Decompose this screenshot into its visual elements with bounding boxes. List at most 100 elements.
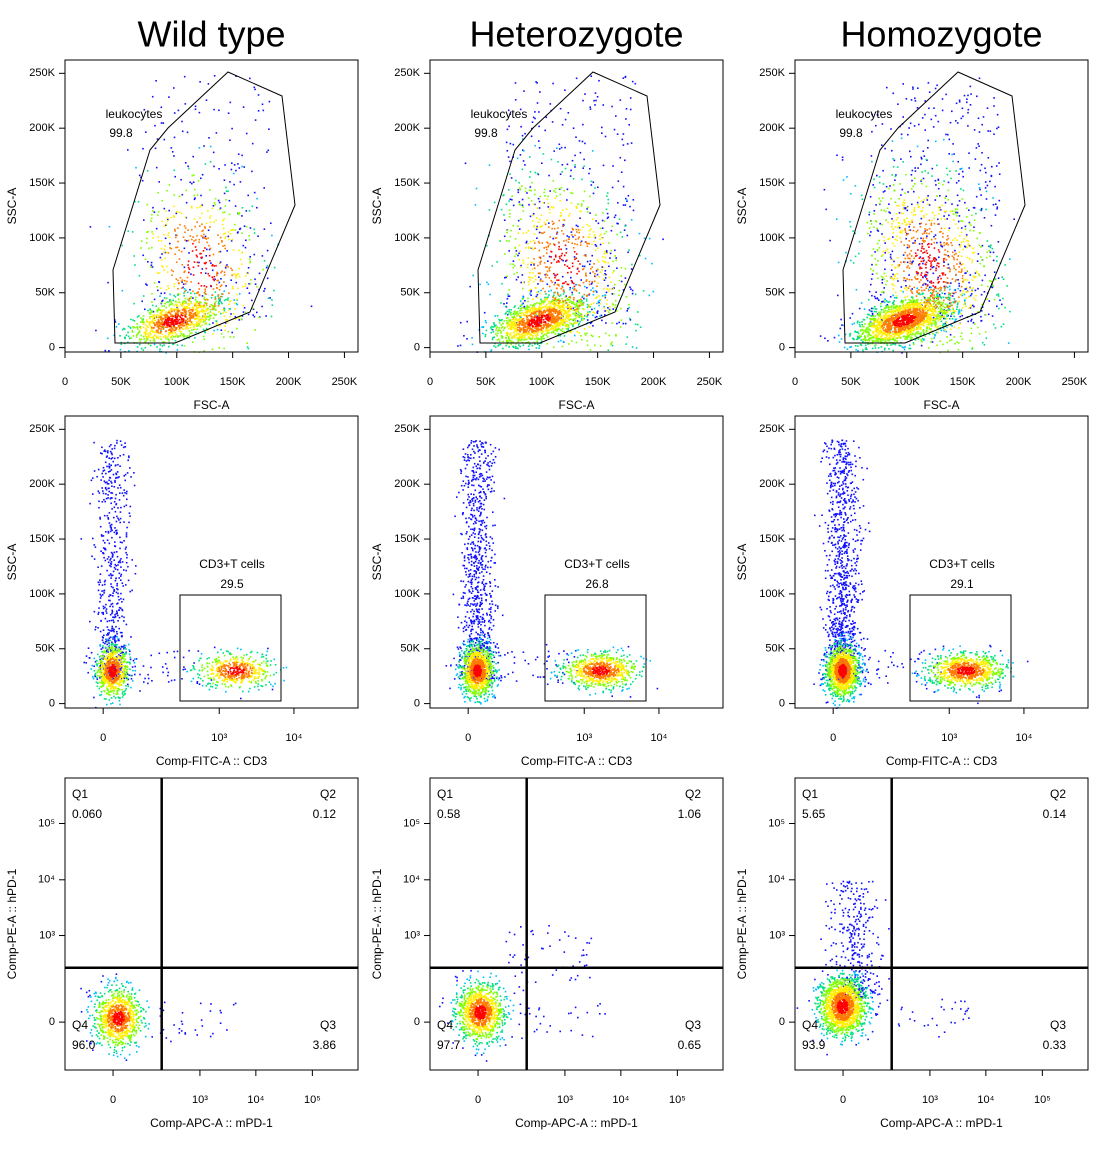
event-dot: [186, 320, 188, 323]
event-dot: [180, 331, 182, 333]
event-dot: [931, 293, 933, 295]
event-dot: [562, 259, 564, 262]
event-dot: [989, 245, 991, 248]
event-dot: [508, 308, 510, 311]
event-dot: [611, 341, 613, 343]
event-dot: [517, 340, 520, 342]
event-dot: [516, 314, 518, 317]
event-dot: [893, 184, 895, 186]
event-dot: [176, 234, 178, 237]
event-dot: [164, 251, 166, 254]
event-dot: [170, 313, 172, 316]
event-dot: [527, 297, 529, 300]
event-dot: [635, 329, 637, 332]
event-dot: [544, 321, 547, 323]
event-dot: [156, 310, 159, 313]
event-dot: [535, 217, 538, 219]
event-dot: [872, 184, 874, 186]
event-dot: [522, 149, 524, 151]
event-dot: [599, 271, 602, 273]
event-dot: [273, 289, 275, 292]
event-dot: [910, 338, 912, 340]
event-dot: [206, 304, 208, 307]
x-tick-label: 100K: [164, 376, 190, 388]
event-dot: [196, 310, 198, 313]
event-dot: [527, 229, 530, 232]
event-dot: [245, 239, 247, 242]
event-dot: [927, 347, 930, 349]
event-dot: [218, 288, 221, 291]
event-dot: [565, 252, 568, 254]
event-dot: [213, 279, 215, 282]
event-dot: [586, 306, 589, 308]
event-dot: [626, 234, 629, 237]
event-dot: [924, 283, 927, 285]
event-dot: [558, 261, 560, 263]
event-dot: [624, 322, 627, 325]
event-dot: [601, 237, 603, 239]
event-dot: [549, 190, 551, 192]
event-dot: [547, 309, 549, 311]
event-dot: [935, 259, 938, 261]
event-dot: [155, 316, 158, 318]
event-dot: [570, 276, 572, 279]
event-dot: [216, 272, 218, 275]
event-dot: [174, 253, 176, 255]
event-dot: [557, 299, 559, 302]
event-dot: [196, 322, 199, 325]
event-dot: [263, 290, 265, 292]
event-dot: [998, 162, 1000, 164]
event-dot: [540, 320, 542, 323]
event-dot: [576, 300, 579, 302]
event-dot: [556, 291, 559, 294]
event-dot: [565, 208, 568, 210]
event-dot: [587, 236, 589, 238]
event-dot: [507, 313, 510, 315]
event-dot: [484, 320, 487, 322]
event-dot: [943, 285, 946, 288]
event-dot: [611, 105, 613, 108]
event-dot: [857, 320, 859, 323]
event-dot: [457, 345, 459, 347]
event-dot: [571, 242, 573, 244]
event-dot: [151, 231, 153, 233]
event-dot: [545, 334, 548, 337]
event-dot: [943, 261, 945, 263]
event-dot: [579, 313, 582, 315]
event-dot: [617, 180, 620, 182]
event-dot: [902, 300, 904, 302]
event-dot: [927, 195, 929, 197]
event-dot: [557, 304, 559, 307]
event-dot: [571, 301, 573, 304]
event-dot: [551, 300, 553, 303]
event-dot: [177, 311, 180, 313]
event-dot: [203, 233, 205, 236]
event-dot: [265, 315, 267, 317]
event-dot: [535, 81, 537, 83]
event-dot: [210, 304, 213, 306]
event-dot: [549, 310, 552, 313]
event-dot: [936, 84, 938, 87]
event-dot: [193, 240, 195, 242]
event-dot: [135, 166, 137, 169]
event-dot: [228, 292, 230, 295]
event-dot: [263, 228, 266, 230]
event-dot: [923, 155, 926, 157]
event-dot: [983, 344, 986, 346]
event-dot: [187, 264, 189, 266]
event-dot: [622, 133, 625, 135]
event-dot: [538, 249, 541, 252]
event-dot: [984, 331, 987, 333]
event-dot: [500, 332, 502, 334]
event-dot: [849, 332, 852, 335]
event-dot: [1009, 258, 1011, 260]
event-dot: [543, 301, 545, 304]
event-dot: [612, 165, 614, 167]
event-dot: [195, 296, 197, 299]
event-dot: [554, 274, 556, 277]
event-dot: [544, 223, 547, 226]
event-dot: [549, 211, 551, 214]
event-dot: [905, 173, 907, 176]
event-dot: [607, 307, 609, 309]
event-dot: [574, 322, 577, 324]
